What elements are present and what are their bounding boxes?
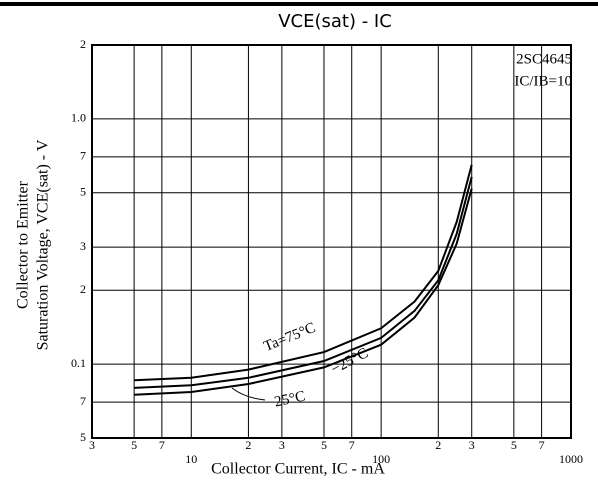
x-tick-label: 100 xyxy=(372,452,390,466)
series-label: 25°C xyxy=(273,388,307,410)
line-series xyxy=(134,176,473,389)
line-series xyxy=(134,188,473,396)
x-tick-label: 2 xyxy=(435,438,441,452)
x-tick-label: 7 xyxy=(539,438,545,452)
x-tick-label: 7 xyxy=(349,438,355,452)
annotation: IC/IB=10 xyxy=(514,73,572,89)
x-tick-label: 3 xyxy=(279,438,285,452)
x-tick-label: 3 xyxy=(89,438,95,452)
y-tick-label: 7 xyxy=(80,394,86,408)
x-tick-label: 1000 xyxy=(559,452,583,466)
x-tick-label: 2 xyxy=(245,438,251,452)
series-label: Ta=75°C xyxy=(262,320,318,355)
y-tick-label: 2 xyxy=(80,37,86,51)
y-tick-label: 3 xyxy=(80,239,86,253)
x-tick-label: 3 xyxy=(469,438,475,452)
pointer-arrow xyxy=(231,387,266,401)
x-tick-label: 5 xyxy=(321,438,327,452)
y-tick-label: 0.1 xyxy=(71,356,86,370)
x-tick-label: 5 xyxy=(511,438,517,452)
annotation: 2SC4645 xyxy=(516,51,572,67)
x-tick-label: 10 xyxy=(185,452,197,466)
chart-title: VCE(sat) - IC xyxy=(278,11,392,32)
x-axis-label: Collector Current, IC - mA xyxy=(211,461,385,478)
y-tick-label: 1.0 xyxy=(71,111,86,125)
y-tick-label: 5 xyxy=(80,430,86,444)
x-tick-label: 5 xyxy=(131,438,137,452)
x-tick-label: 7 xyxy=(159,438,165,452)
y-axis-label: Saturation Voltage, VCE(sat) - V xyxy=(35,139,52,350)
y-tick-label: 5 xyxy=(80,184,86,198)
line-series xyxy=(134,164,473,382)
y-tick-label: 2 xyxy=(80,282,86,296)
y-axis-label: Collector to Emitter xyxy=(15,180,32,309)
y-tick-label: 7 xyxy=(80,149,86,163)
